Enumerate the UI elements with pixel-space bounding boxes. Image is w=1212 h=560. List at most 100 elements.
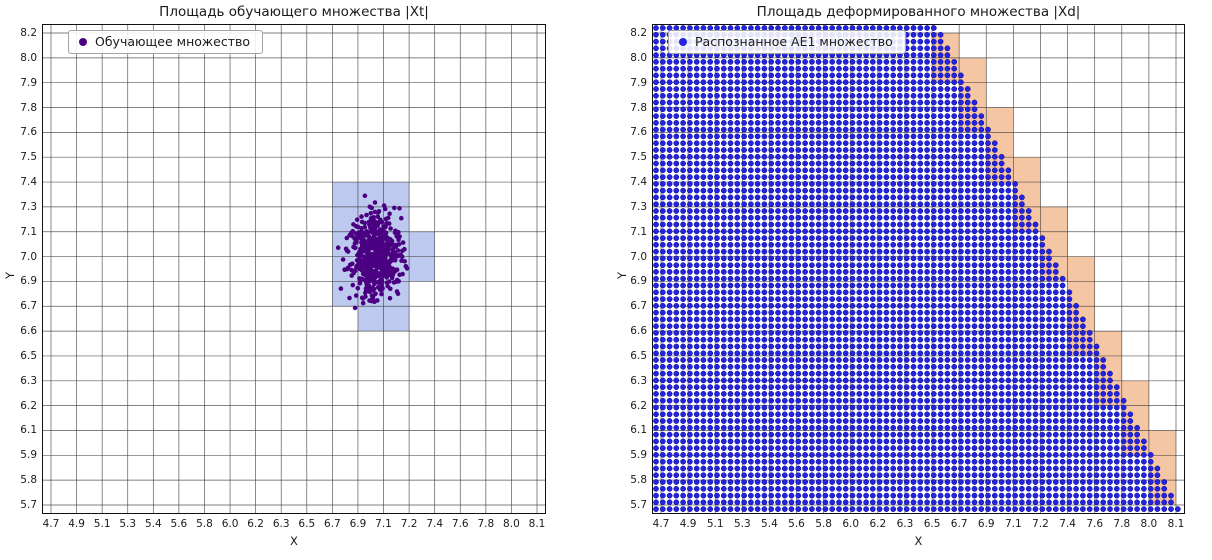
recognized-set-dot bbox=[741, 309, 747, 316]
recognized-set-dot bbox=[714, 282, 720, 289]
recognized-set-dot bbox=[883, 59, 890, 65]
recognized-set-dot bbox=[869, 147, 876, 153]
recognized-set-dot bbox=[842, 235, 849, 241]
recognized-set-dot bbox=[687, 59, 693, 65]
recognized-set-dot bbox=[883, 221, 890, 228]
recognized-set-dot bbox=[991, 241, 998, 248]
recognized-set-dot bbox=[761, 275, 768, 282]
recognized-set-dot bbox=[741, 289, 747, 296]
recognized-set-dot bbox=[666, 391, 673, 397]
recognized-set-dot bbox=[917, 235, 924, 241]
recognized-set-dot bbox=[856, 445, 863, 451]
recognized-set-dot bbox=[930, 323, 937, 330]
recognized-set-dot bbox=[829, 201, 836, 208]
recognized-set-dot bbox=[687, 363, 693, 370]
recognized-set-dot bbox=[720, 72, 727, 79]
recognized-set-dot bbox=[734, 160, 741, 167]
recognized-set-dot bbox=[924, 187, 930, 194]
recognized-set-dot bbox=[788, 262, 795, 269]
recognized-set-dot bbox=[680, 363, 686, 370]
recognized-set-dot bbox=[768, 397, 775, 404]
recognized-set-dot bbox=[822, 167, 829, 174]
recognized-set-dot bbox=[985, 181, 991, 187]
recognized-set-dot bbox=[809, 438, 815, 445]
recognized-set-dot bbox=[863, 316, 869, 323]
recognized-set-dot bbox=[748, 255, 754, 262]
recognized-set-dot bbox=[876, 472, 883, 479]
recognized-set-dot bbox=[1059, 452, 1066, 458]
recognized-set-dot bbox=[985, 126, 991, 133]
training-set-dot bbox=[395, 248, 401, 253]
recognized-set-dot bbox=[869, 370, 876, 377]
recognized-set-dot bbox=[687, 153, 693, 160]
recognized-set-dot bbox=[958, 411, 964, 418]
recognized-set-dot bbox=[869, 316, 876, 323]
recognized-set-dot bbox=[748, 248, 754, 255]
recognized-set-dot bbox=[910, 397, 917, 404]
recognized-set-dot bbox=[809, 106, 815, 113]
recognized-set-dot bbox=[707, 92, 714, 99]
recognized-set-dot bbox=[809, 113, 815, 119]
recognized-set-dot bbox=[978, 418, 985, 424]
recognized-set-dot bbox=[944, 269, 951, 275]
recognized-set-dot bbox=[849, 86, 856, 92]
recognized-set-dot bbox=[849, 377, 856, 384]
recognized-set-dot bbox=[937, 296, 944, 302]
recognized-set-dot bbox=[1066, 343, 1073, 350]
recognized-set-dot bbox=[1086, 424, 1093, 431]
recognized-set-dot bbox=[998, 499, 1005, 506]
recognized-set-dot bbox=[910, 126, 917, 133]
recognized-set-dot bbox=[1025, 357, 1032, 363]
recognized-set-dot bbox=[903, 370, 910, 377]
recognized-set-dot bbox=[761, 181, 768, 187]
recognized-set-dot bbox=[727, 248, 734, 255]
recognized-set-dot bbox=[883, 330, 890, 336]
recognized-set-dot bbox=[666, 458, 673, 465]
training-set-dot bbox=[368, 211, 374, 216]
recognized-set-dot bbox=[869, 418, 876, 424]
recognized-set-dot bbox=[1059, 323, 1066, 330]
recognized-set-dot bbox=[666, 147, 673, 153]
recognized-set-dot bbox=[1080, 479, 1086, 485]
recognized-set-dot bbox=[917, 479, 924, 485]
recognized-set-dot bbox=[964, 201, 971, 208]
recognized-set-dot bbox=[829, 499, 836, 506]
recognized-set-dot bbox=[951, 343, 958, 350]
recognized-set-dot bbox=[653, 153, 659, 160]
recognized-set-dot bbox=[903, 228, 910, 235]
recognized-set-dot bbox=[653, 323, 659, 330]
recognized-set-dot bbox=[883, 275, 890, 282]
recognized-set-dot bbox=[971, 330, 978, 336]
recognized-set-dot bbox=[829, 309, 836, 316]
recognized-set-dot bbox=[1019, 241, 1025, 248]
recognized-set-dot bbox=[1107, 485, 1113, 492]
recognized-set-dot bbox=[1086, 445, 1093, 451]
recognized-set-dot bbox=[958, 86, 964, 92]
recognized-set-dot bbox=[768, 404, 775, 411]
recognized-set-dot bbox=[842, 187, 849, 194]
recognized-set-dot bbox=[917, 506, 924, 512]
recognized-set-dot bbox=[951, 269, 958, 275]
recognized-set-dot bbox=[815, 438, 822, 445]
recognized-set-dot bbox=[700, 472, 707, 479]
recognized-set-dot bbox=[1073, 316, 1079, 323]
recognized-set-dot bbox=[1073, 485, 1079, 492]
recognized-set-dot bbox=[930, 391, 937, 397]
recognized-set-dot bbox=[768, 458, 775, 465]
recognized-set-dot bbox=[714, 255, 720, 262]
recognized-set-dot bbox=[680, 465, 686, 472]
recognized-set-dot bbox=[707, 235, 714, 241]
recognized-set-dot bbox=[788, 391, 795, 397]
recognized-set-dot bbox=[998, 424, 1005, 431]
recognized-set-dot bbox=[930, 241, 937, 248]
recognized-set-dot bbox=[910, 99, 917, 106]
recognized-set-dot bbox=[876, 181, 883, 187]
recognized-set-dot bbox=[964, 302, 971, 309]
recognized-set-dot bbox=[863, 384, 869, 390]
recognized-set-dot bbox=[1019, 479, 1025, 485]
recognized-set-dot bbox=[998, 323, 1005, 330]
recognized-set-dot bbox=[958, 167, 964, 174]
recognized-set-dot bbox=[971, 384, 978, 390]
recognized-set-dot bbox=[978, 214, 985, 221]
recognized-set-dot bbox=[829, 59, 836, 65]
